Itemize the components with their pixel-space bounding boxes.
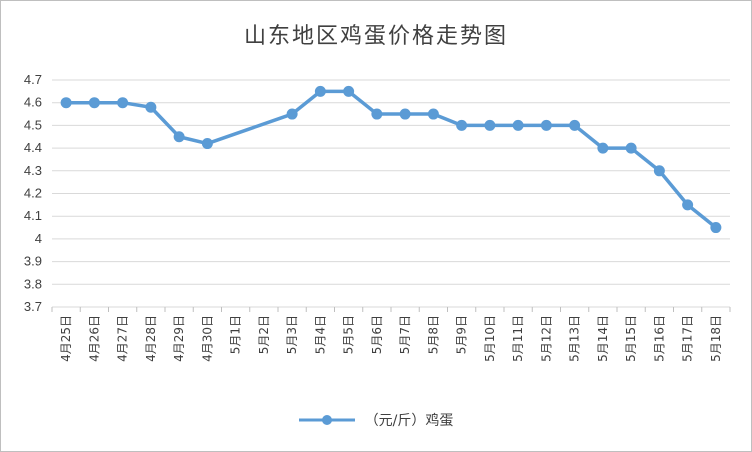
- legend-swatch: [298, 415, 355, 425]
- y-tick-label: 4.1: [24, 208, 42, 223]
- data-point: [286, 108, 298, 120]
- x-tick-label: 5月13日: [568, 315, 582, 362]
- data-point: [371, 108, 383, 120]
- x-tick-label: 5月2日: [257, 315, 271, 354]
- x-tick-label: 5月3日: [285, 315, 299, 354]
- y-tick-label: 3.9: [24, 254, 42, 269]
- series-line: [66, 89, 717, 229]
- y-tick-label: 4.6: [24, 95, 42, 110]
- x-tick-label: 5月16日: [652, 315, 666, 362]
- x-tick-label: 5月7日: [398, 315, 412, 354]
- x-tick-label: 5月5日: [342, 315, 356, 354]
- data-point: [343, 85, 355, 97]
- x-tick-label: 5月8日: [426, 315, 440, 354]
- data-point: [569, 119, 581, 131]
- data-point: [682, 199, 694, 211]
- data-point: [625, 142, 637, 154]
- y-tick-label: 4.5: [24, 117, 42, 132]
- data-point: [540, 119, 552, 131]
- data-point: [484, 119, 496, 131]
- x-tick-label: 5月11日: [511, 315, 525, 362]
- y-tick-label: 4.2: [24, 186, 42, 201]
- legend: （元/斤）鸡蛋: [0, 408, 752, 432]
- y-tick-label: 4: [35, 231, 42, 246]
- x-tick-label: 5月14日: [596, 315, 610, 362]
- data-point: [597, 142, 609, 154]
- x-tick-label: 4月25日: [59, 315, 73, 362]
- y-tick-label: 3.7: [24, 299, 42, 314]
- data-point: [456, 119, 468, 131]
- data-point: [427, 108, 439, 120]
- x-tick-label: 4月28日: [144, 315, 158, 362]
- data-point: [512, 119, 524, 131]
- data-point: [314, 85, 326, 97]
- x-tick-label: 5月1日: [229, 315, 243, 354]
- data-point: [88, 97, 100, 109]
- data-point: [710, 222, 722, 234]
- x-tick-label: 5月12日: [539, 315, 553, 362]
- x-tick-label: 5月15日: [624, 315, 638, 362]
- data-point: [653, 165, 665, 177]
- x-tick-label: 5月10日: [483, 315, 497, 362]
- x-tick-label: 4月29日: [172, 315, 186, 362]
- chart-title: 山东地区鸡蛋价格走势图: [243, 24, 508, 49]
- x-tick-label: 5月17日: [681, 315, 695, 362]
- x-tick-label: 4月27日: [116, 315, 130, 362]
- x-tick-label: 5月4日: [313, 315, 327, 354]
- data-point: [60, 97, 72, 109]
- x-tick-label: 4月30日: [200, 315, 214, 362]
- x-tick-label: 5月18日: [709, 315, 723, 362]
- x-tick-label: 5月6日: [370, 315, 384, 354]
- y-tick-label: 3.8: [24, 276, 42, 291]
- legend-label: （元/斤）鸡蛋: [364, 413, 454, 429]
- data-point: [173, 131, 185, 143]
- data-point: [145, 101, 157, 113]
- y-tick-label: 4.3: [24, 163, 42, 178]
- x-tick-label: 4月26日: [87, 315, 101, 362]
- data-point: [399, 108, 411, 120]
- y-tick-label: 4.4: [24, 140, 42, 155]
- y-tick-label: 4.7: [24, 72, 42, 87]
- data-point: [117, 97, 129, 109]
- x-tick-label: 5月9日: [455, 315, 469, 354]
- data-point: [201, 138, 213, 150]
